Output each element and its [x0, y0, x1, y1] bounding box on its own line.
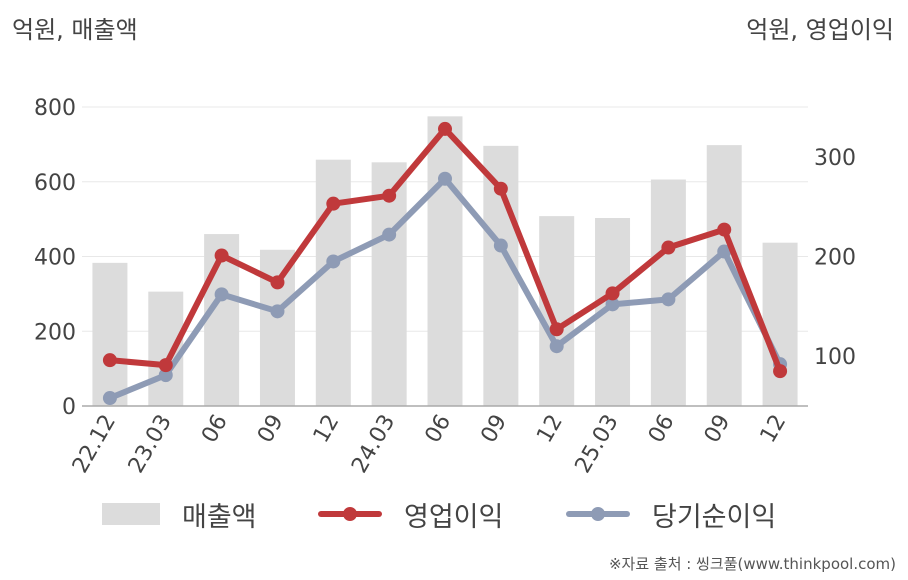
data-point — [661, 240, 676, 255]
data-point — [438, 121, 452, 136]
data-point — [382, 227, 397, 242]
right-tick-label: 200 — [814, 246, 856, 271]
bar — [539, 216, 575, 406]
data-point — [102, 391, 117, 406]
x-tick-label: 22.12 — [68, 411, 121, 478]
bar — [371, 162, 407, 406]
left-axis-unit: 억원, 매출액 — [12, 16, 138, 44]
left-tick-label: 800 — [34, 96, 76, 121]
data-point — [326, 254, 341, 269]
data-point — [605, 297, 620, 312]
left-tick-label: 0 — [62, 395, 76, 420]
data-point — [493, 181, 508, 196]
x-tick-label: 09 — [700, 411, 736, 448]
data-point — [270, 275, 285, 290]
data-point — [773, 364, 788, 379]
x-tick-label: 12 — [532, 411, 568, 448]
left-tick-label: 600 — [34, 171, 76, 196]
data-point — [270, 304, 285, 319]
data-point — [158, 368, 173, 383]
x-tick-label: 24.03 — [347, 411, 400, 478]
x-tick-label: 09 — [253, 411, 289, 448]
legend-item-revenue: 매출액 — [102, 494, 257, 534]
x-tick-label: 23.03 — [124, 411, 177, 478]
x-tick-label: 06 — [421, 411, 457, 448]
bar — [762, 242, 798, 406]
source-note: ※자료 출처 : 씽크풀(www.thinkpool.com) — [608, 555, 896, 573]
x-tick-label: 09 — [476, 411, 512, 448]
bar — [92, 262, 128, 406]
legend-item-operating-profit: 영업이익 — [318, 494, 503, 534]
x-tick-label: 06 — [644, 411, 680, 448]
bar — [427, 116, 463, 406]
legend-label-revenue: 매출액 — [182, 501, 257, 533]
data-point — [326, 196, 341, 211]
data-point — [549, 322, 564, 337]
x-tick-label: 12 — [309, 411, 345, 448]
legend-item-net-income: 당기순이익 — [566, 494, 776, 534]
bar — [315, 159, 351, 406]
data-point — [549, 339, 564, 354]
legend-label-net-income: 당기순이익 — [652, 501, 777, 533]
x-tick-label: 25.03 — [571, 411, 624, 478]
right-axis-unit: 억원, 영업이익 — [746, 16, 894, 44]
data-point — [158, 358, 173, 373]
legend: 매출액 영업이익 당기순이익 — [0, 494, 908, 534]
right-tick-label: 300 — [814, 146, 856, 171]
legend-swatch-line-gray — [566, 503, 630, 525]
left-tick-label: 200 — [34, 320, 76, 345]
data-point — [102, 353, 117, 368]
left-tick-label: 400 — [34, 246, 76, 271]
data-point — [493, 238, 508, 253]
data-point — [661, 292, 676, 307]
data-point — [214, 287, 229, 302]
x-tick-label: 06 — [197, 411, 233, 448]
data-point — [214, 248, 229, 263]
data-point — [382, 188, 397, 203]
data-point — [605, 286, 620, 301]
x-tick-label: 12 — [756, 411, 792, 448]
data-point — [717, 222, 732, 237]
legend-swatch-bar — [102, 503, 160, 525]
legend-label-operating-profit: 영업이익 — [404, 501, 504, 533]
data-point — [717, 244, 732, 259]
right-tick-label: 100 — [814, 345, 856, 370]
bar — [148, 291, 184, 406]
data-point — [438, 171, 452, 186]
legend-swatch-line-red — [318, 503, 382, 525]
